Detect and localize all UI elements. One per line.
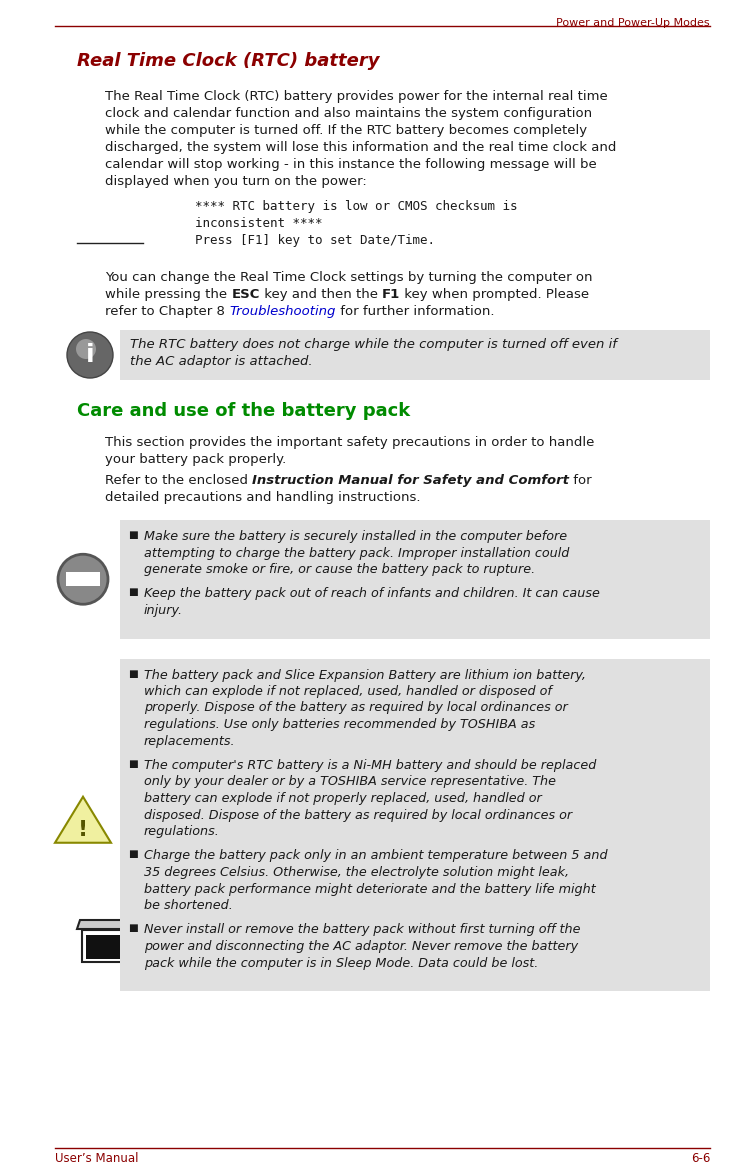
- Text: Keep the battery pack out of reach of infants and children. It can cause: Keep the battery pack out of reach of in…: [144, 587, 600, 600]
- Text: **** RTC battery is low or CMOS checksum is: **** RTC battery is low or CMOS checksum…: [195, 200, 517, 213]
- Text: ■: ■: [128, 530, 138, 540]
- Text: ESC: ESC: [232, 288, 260, 301]
- Text: 6-6: 6-6: [691, 1152, 710, 1165]
- Text: clock and calendar function and also maintains the system configuration: clock and calendar function and also mai…: [105, 107, 592, 120]
- Text: i: i: [86, 343, 94, 367]
- FancyBboxPatch shape: [120, 520, 710, 639]
- Circle shape: [67, 332, 113, 379]
- FancyBboxPatch shape: [120, 331, 710, 380]
- Text: 35 degrees Celsius. Otherwise, the electrolyte solution might leak,: 35 degrees Celsius. Otherwise, the elect…: [144, 866, 569, 879]
- Text: ■: ■: [128, 924, 138, 934]
- Text: for: for: [569, 473, 592, 488]
- Text: ■: ■: [128, 850, 138, 859]
- Text: You can change the Real Time Clock settings by turning the computer on: You can change the Real Time Clock setti…: [105, 271, 593, 284]
- Text: only by your dealer or by a TOSHIBA service representative. The: only by your dealer or by a TOSHIBA serv…: [144, 776, 556, 789]
- Text: regulations.: regulations.: [144, 825, 220, 838]
- Text: while the computer is turned off. If the RTC battery becomes completely: while the computer is turned off. If the…: [105, 124, 587, 137]
- Text: Troubleshooting: Troubleshooting: [229, 305, 336, 318]
- Text: Make sure the battery is securely installed in the computer before: Make sure the battery is securely instal…: [144, 530, 567, 543]
- Text: displayed when you turn on the power:: displayed when you turn on the power:: [105, 175, 367, 188]
- Text: ■: ■: [128, 587, 138, 598]
- Text: while pressing the: while pressing the: [105, 288, 232, 301]
- Text: the AC adaptor is attached.: the AC adaptor is attached.: [130, 355, 313, 368]
- FancyBboxPatch shape: [120, 659, 710, 992]
- Text: Power and Power-Up Modes: Power and Power-Up Modes: [556, 18, 710, 28]
- Text: key and then the: key and then the: [260, 288, 382, 301]
- Polygon shape: [86, 935, 134, 959]
- Text: User’s Manual: User’s Manual: [55, 1152, 139, 1165]
- Text: generate smoke or fire, or cause the battery pack to rupture.: generate smoke or fire, or cause the bat…: [144, 563, 535, 575]
- Text: pack while the computer is in Sleep Mode. Data could be lost.: pack while the computer is in Sleep Mode…: [144, 956, 538, 969]
- Text: The Real Time Clock (RTC) battery provides power for the internal real time: The Real Time Clock (RTC) battery provid…: [105, 90, 608, 103]
- Text: attempting to charge the battery pack. Improper installation could: attempting to charge the battery pack. I…: [144, 546, 570, 559]
- Text: The battery pack and Slice Expansion Battery are lithium ion battery,: The battery pack and Slice Expansion Bat…: [144, 668, 586, 681]
- Text: inconsistent ****: inconsistent ****: [195, 217, 323, 230]
- Text: properly. Dispose of the battery as required by local ordinances or: properly. Dispose of the battery as requ…: [144, 702, 568, 715]
- Text: Refer to the enclosed: Refer to the enclosed: [105, 473, 252, 488]
- Circle shape: [76, 339, 96, 359]
- Text: Instruction Manual for Safety and Comfort: Instruction Manual for Safety and Comfor…: [252, 473, 569, 488]
- Text: your battery pack properly.: your battery pack properly.: [105, 454, 286, 466]
- Text: Never install or remove the battery pack without first turning off the: Never install or remove the battery pack…: [144, 924, 581, 936]
- Text: ■: ■: [128, 759, 138, 769]
- Text: Charge the battery pack only in an ambient temperature between 5 and: Charge the battery pack only in an ambie…: [144, 850, 607, 863]
- Text: regulations. Use only batteries recommended by TOSHIBA as: regulations. Use only batteries recommen…: [144, 718, 535, 731]
- Text: !: !: [78, 819, 88, 840]
- Text: Real Time Clock (RTC) battery: Real Time Clock (RTC) battery: [77, 52, 379, 70]
- Text: This section provides the important safety precautions in order to handle: This section provides the important safe…: [105, 436, 594, 449]
- Text: The RTC battery does not charge while the computer is turned off even if: The RTC battery does not charge while th…: [130, 338, 617, 350]
- Text: key when prompted. Please: key when prompted. Please: [400, 288, 590, 301]
- Text: ■: ■: [128, 668, 138, 679]
- Text: refer to Chapter 8: refer to Chapter 8: [105, 305, 229, 318]
- Text: injury.: injury.: [144, 604, 183, 616]
- Polygon shape: [82, 931, 138, 962]
- Text: which can explode if not replaced, used, handled or disposed of: which can explode if not replaced, used,…: [144, 684, 552, 699]
- Text: discharged, the system will lose this information and the real time clock and: discharged, the system will lose this in…: [105, 141, 616, 154]
- Text: calendar will stop working - in this instance the following message will be: calendar will stop working - in this ins…: [105, 158, 597, 171]
- Text: detailed precautions and handling instructions.: detailed precautions and handling instru…: [105, 491, 421, 504]
- Polygon shape: [66, 572, 100, 586]
- Text: The computer's RTC battery is a Ni-MH battery and should be replaced: The computer's RTC battery is a Ni-MH ba…: [144, 759, 596, 772]
- Text: battery can explode if not properly replaced, used, handled or: battery can explode if not properly repl…: [144, 792, 542, 805]
- Text: battery pack performance might deteriorate and the battery life might: battery pack performance might deteriora…: [144, 883, 596, 895]
- Polygon shape: [55, 797, 111, 843]
- Text: Press [F1] key to set Date/Time.: Press [F1] key to set Date/Time.: [195, 234, 435, 247]
- Circle shape: [58, 554, 108, 605]
- Text: disposed. Dispose of the battery as required by local ordinances or: disposed. Dispose of the battery as requ…: [144, 809, 572, 822]
- Text: Care and use of the battery pack: Care and use of the battery pack: [77, 402, 410, 420]
- Text: F1: F1: [382, 288, 400, 301]
- Text: power and disconnecting the AC adaptor. Never remove the battery: power and disconnecting the AC adaptor. …: [144, 940, 578, 953]
- Polygon shape: [77, 920, 143, 929]
- Text: for further information.: for further information.: [336, 305, 494, 318]
- Text: replacements.: replacements.: [144, 735, 235, 748]
- Text: be shortened.: be shortened.: [144, 899, 232, 912]
